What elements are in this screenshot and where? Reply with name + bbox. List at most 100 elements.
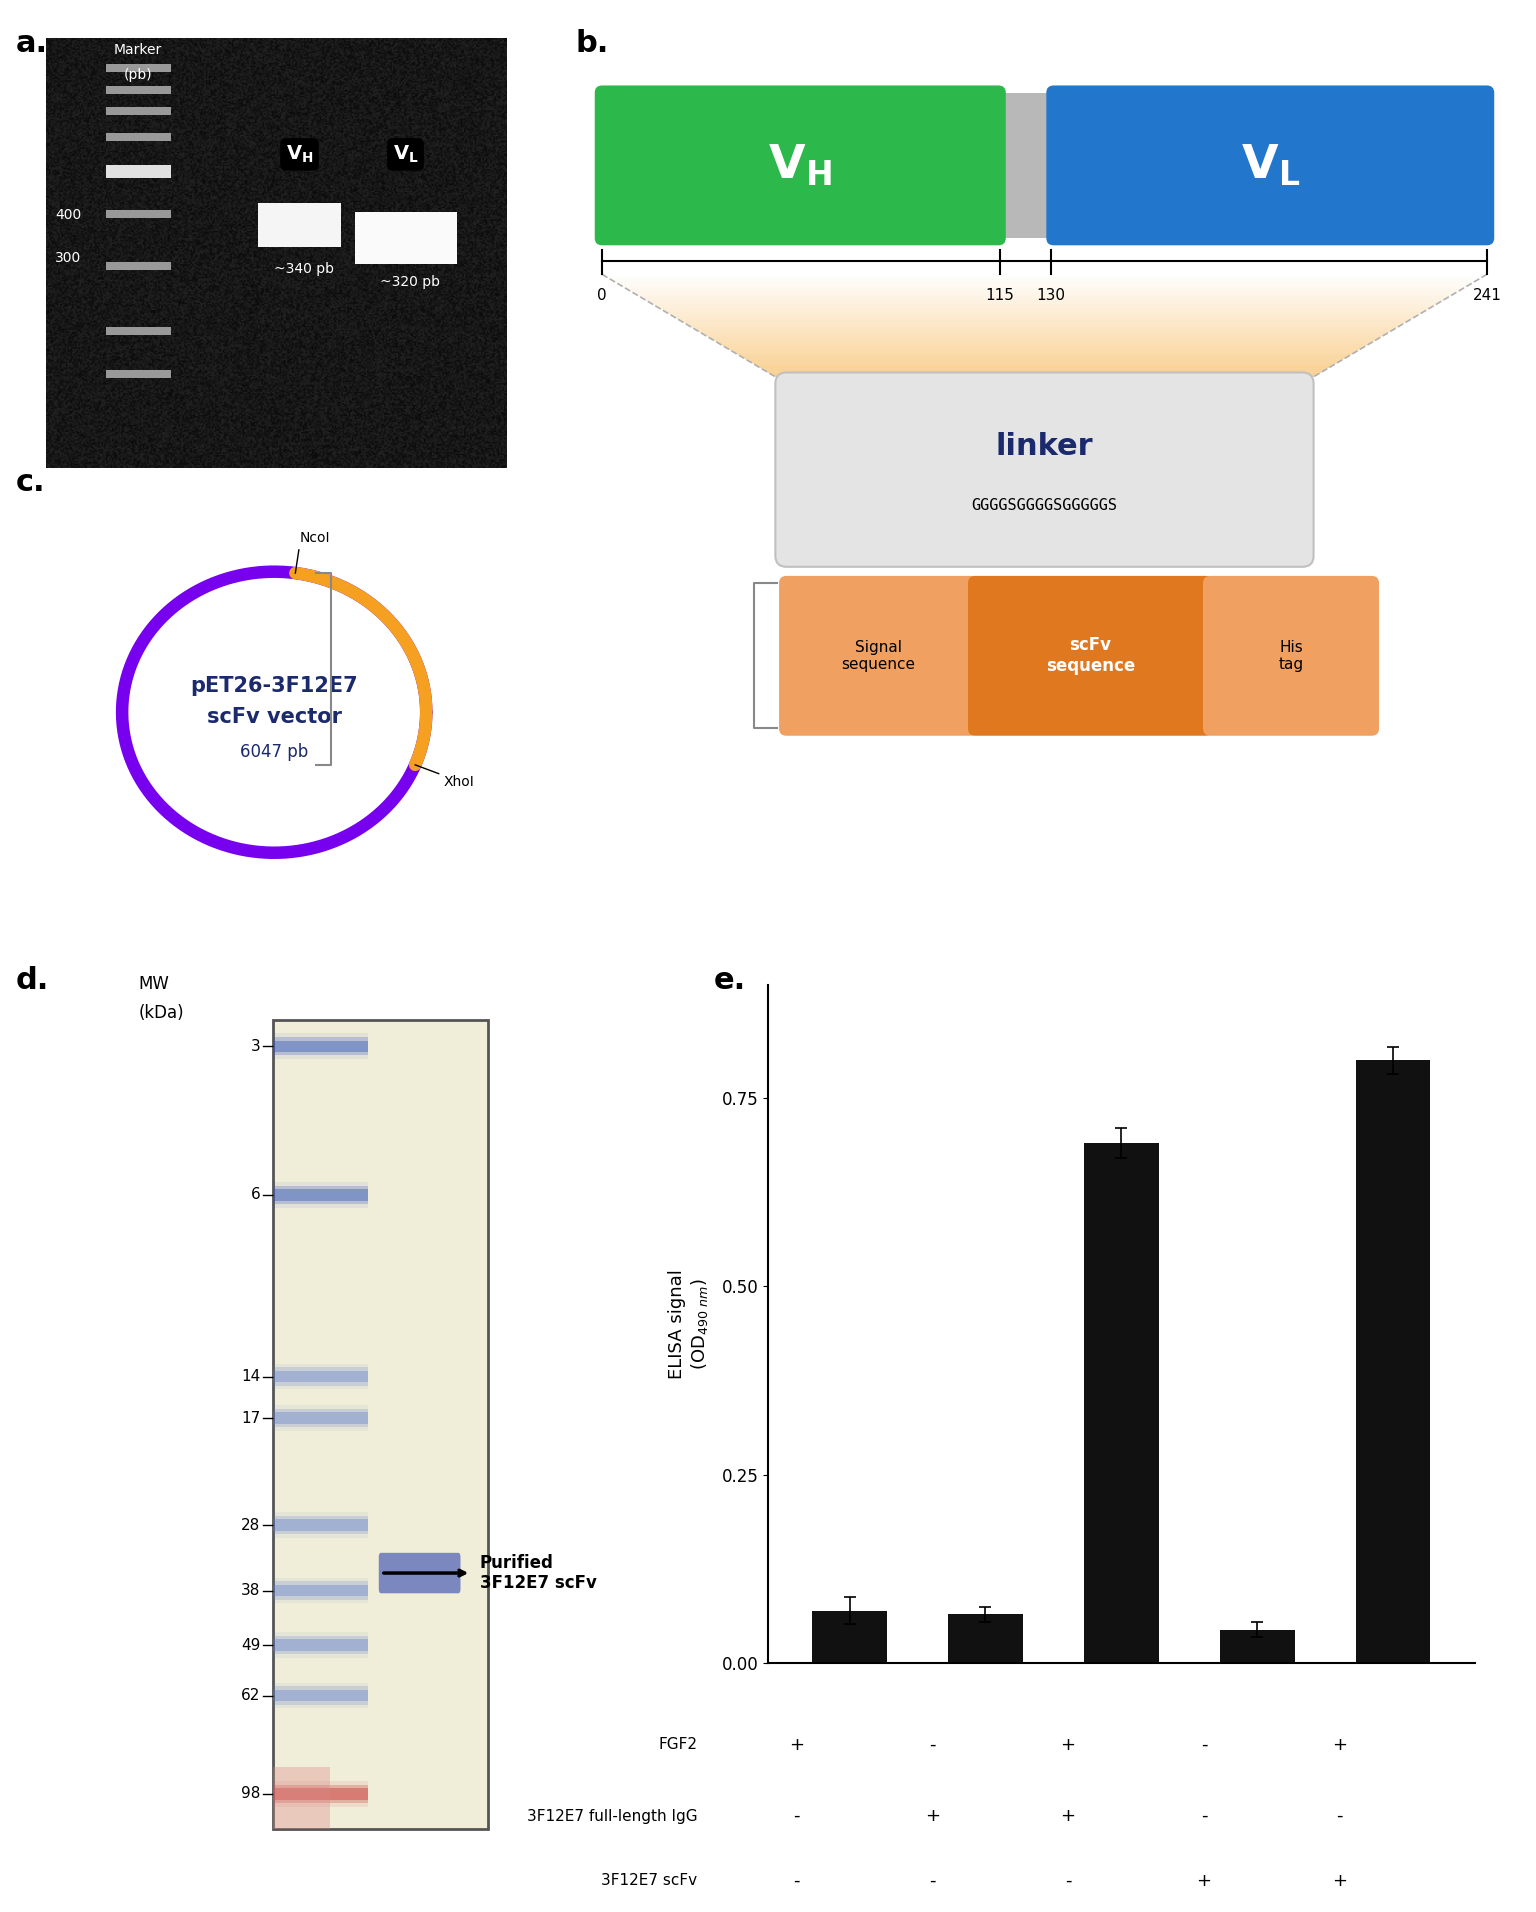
FancyBboxPatch shape [1046,86,1495,245]
Bar [273,1413,369,1424]
Bar [948,1614,1023,1663]
Bar [273,1182,369,1208]
Bar [273,1784,369,1803]
Text: -: - [793,1807,800,1826]
Text: -: - [1201,1807,1207,1826]
Text: a.: a. [15,29,48,57]
Text: +: + [1197,1872,1212,1889]
Bar [1220,1629,1295,1663]
Text: V$_\mathbf{H}$: V$_\mathbf{H}$ [286,143,313,164]
Text: His
tag: His tag [1278,641,1304,671]
Bar [273,1782,369,1807]
Bar [273,1409,369,1428]
Bar [813,1610,886,1663]
Text: +: + [1332,1736,1347,1753]
Text: Marker: Marker [114,42,163,57]
Bar [273,1034,369,1059]
Bar [273,1516,369,1535]
Y-axis label: ELISA signal
(OD$_{490\ nm}$): ELISA signal (OD$_{490\ nm}$) [668,1270,710,1379]
FancyBboxPatch shape [779,576,978,736]
Text: Signal
sequence: Signal sequence [842,641,915,671]
Text: ~320 pb: ~320 pb [379,275,441,289]
Bar [273,1371,369,1382]
Text: 49: 49 [241,1639,261,1652]
Bar [273,1512,369,1537]
FancyBboxPatch shape [776,373,1313,566]
Bar [1356,1059,1430,1663]
Text: FGF2: FGF2 [659,1738,697,1753]
Text: c.: c. [15,468,45,497]
Text: 6047 pb: 6047 pb [240,744,309,761]
Bar [273,1367,369,1386]
Text: d.: d. [15,966,49,994]
Text: 241: 241 [1473,289,1501,302]
Text: 400: 400 [55,208,81,222]
Bar [273,1686,369,1706]
Text: b.: b. [576,29,610,57]
Text: 17: 17 [241,1411,261,1426]
Bar [273,1639,369,1650]
Bar [273,1581,369,1600]
Text: 3: 3 [250,1038,261,1054]
Text: 14: 14 [241,1369,261,1384]
Bar [273,1185,369,1205]
Text: e.: e. [714,966,746,994]
Text: $\mathbf{V_H}$: $\mathbf{V_H}$ [768,143,833,187]
Text: -: - [1064,1872,1071,1889]
Text: -: - [1201,1736,1207,1753]
Text: -: - [793,1872,800,1889]
Bar [273,1520,369,1532]
Text: 98: 98 [241,1786,261,1801]
Text: 28: 28 [241,1518,261,1533]
Bar [1000,92,1051,239]
Text: -: - [1336,1807,1342,1826]
Bar [273,1683,369,1709]
Text: $\mathbf{V_L}$: $\mathbf{V_L}$ [1241,143,1299,187]
Text: scFv
sequence: scFv sequence [1046,637,1135,675]
Text: GGGGSGGGGSGGGGGS: GGGGSGGGGSGGGGGS [971,499,1118,514]
Text: +: + [790,1736,803,1753]
Text: scFv vector: scFv vector [207,707,341,727]
Text: 130: 130 [1037,289,1066,302]
Bar [273,1633,369,1658]
Text: pET26-3F12E7: pET26-3F12E7 [190,677,358,696]
Bar [273,1637,369,1654]
Bar [273,1040,369,1052]
Bar [273,1189,369,1201]
Text: MW: MW [138,975,169,992]
Text: +: + [925,1807,940,1826]
Bar [273,1767,330,1830]
Text: 300: 300 [55,250,81,264]
Bar [273,1690,369,1702]
Bar [273,1036,369,1055]
Text: Purified
3F12E7 scFv: Purified 3F12E7 scFv [479,1554,596,1593]
Text: +: + [1060,1736,1075,1753]
Text: 0: 0 [598,289,607,302]
Bar [273,1019,488,1830]
FancyBboxPatch shape [968,576,1213,736]
Text: +: + [1332,1872,1347,1889]
Text: +: + [1060,1807,1075,1826]
Text: XhoI: XhoI [444,776,475,790]
Text: (kDa): (kDa) [138,1004,184,1021]
Bar [273,1585,369,1597]
Text: 6: 6 [250,1187,261,1203]
Text: V$_\mathbf{L}$: V$_\mathbf{L}$ [393,143,418,164]
Text: 3F12E7 full-length IgG: 3F12E7 full-length IgG [527,1809,697,1824]
Text: NcoI: NcoI [300,532,330,545]
Bar [273,1363,369,1390]
Text: 115: 115 [986,289,1015,302]
FancyBboxPatch shape [594,86,1006,245]
Text: -: - [929,1736,935,1753]
Bar [273,1577,369,1604]
Text: linker: linker [995,432,1094,461]
Bar [1084,1143,1158,1663]
Text: 3F12E7 scFv: 3F12E7 scFv [601,1874,697,1889]
Text: 38: 38 [241,1583,261,1598]
FancyBboxPatch shape [379,1553,461,1593]
Text: ~340 pb: ~340 pb [273,262,335,275]
Bar [273,1788,369,1799]
Text: (pb): (pb) [124,69,152,82]
Text: 62: 62 [241,1688,261,1704]
Bar [273,1405,369,1430]
